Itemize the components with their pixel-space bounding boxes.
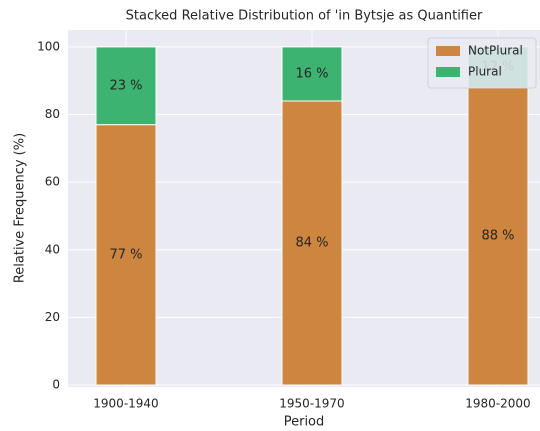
y-tick-label: 80: [45, 107, 60, 121]
chart-title: Stacked Relative Distribution of 'in Byt…: [126, 9, 483, 24]
bar-segment: [95, 124, 157, 386]
x-axis-label: Period: [284, 415, 325, 430]
value-label: 88 %: [481, 229, 514, 244]
x-tick-label: 1950-1970: [279, 397, 344, 411]
legend: NotPlural Plural: [427, 37, 537, 89]
legend-label: Plural: [468, 65, 502, 79]
bar-segment: [467, 86, 529, 386]
legend-swatch: [436, 67, 460, 77]
bars: 77 %23 %84 %16 %88 %12 %: [95, 46, 529, 386]
value-label: 84 %: [295, 236, 328, 251]
bar-segment: [95, 46, 157, 126]
value-label: 23 %: [109, 78, 142, 93]
value-label: 77 %: [109, 247, 142, 262]
bar-segment: [281, 100, 343, 386]
y-tick-label: 0: [52, 378, 60, 392]
bar-segment: [281, 46, 343, 102]
legend-swatch: [436, 46, 460, 56]
legend-label: NotPlural: [468, 44, 523, 58]
y-tick-label: 20: [45, 310, 60, 324]
y-tick-label: 100: [37, 39, 60, 53]
y-tick-label: 60: [45, 175, 60, 189]
value-label: 16 %: [295, 66, 328, 81]
y-tick-label: 40: [45, 242, 60, 256]
x-tick-label: 1900-1940: [93, 397, 158, 411]
x-tick-label: 1980-2000: [465, 397, 530, 411]
y-axis-label: Relative Frequency (%): [13, 133, 28, 283]
